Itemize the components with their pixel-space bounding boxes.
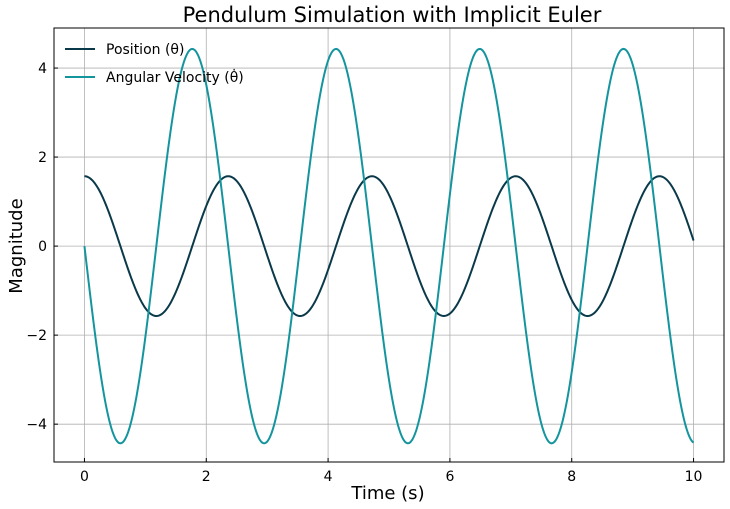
x-axis-label: Time (s) [350, 483, 424, 504]
y-tick-label: −2 [26, 328, 47, 344]
x-tick-label: 10 [685, 469, 703, 485]
data-lines [83, 47, 695, 445]
chart-title: Pendulum Simulation with Implicit Euler [183, 3, 602, 27]
series-line [83, 47, 695, 445]
legend: Position (θ) Angular Velocity (θ̇) [65, 42, 244, 86]
y-axis-label: Magnitude [6, 198, 27, 293]
x-tick-label: 6 [445, 469, 454, 485]
y-tick-label: 2 [38, 150, 47, 166]
series-line [84, 175, 695, 318]
y-tick-label: −4 [26, 417, 47, 433]
y-tick-label: 4 [38, 61, 47, 77]
plot-frame [53, 27, 725, 463]
y-axis-ticks: −4 −2 0 2 4 [26, 61, 58, 433]
x-tick-label: 2 [202, 469, 211, 485]
y-tick-label: 0 [38, 239, 47, 255]
x-axis-ticks: 0 2 4 6 8 10 [80, 458, 702, 485]
x-tick-label: 0 [80, 469, 89, 485]
legend-label: Angular Velocity (θ̇) [106, 68, 244, 86]
x-tick-label: 8 [567, 469, 576, 485]
grid [54, 28, 724, 462]
legend-label: Position (θ) [106, 42, 184, 58]
x-tick-label: 4 [324, 469, 333, 485]
